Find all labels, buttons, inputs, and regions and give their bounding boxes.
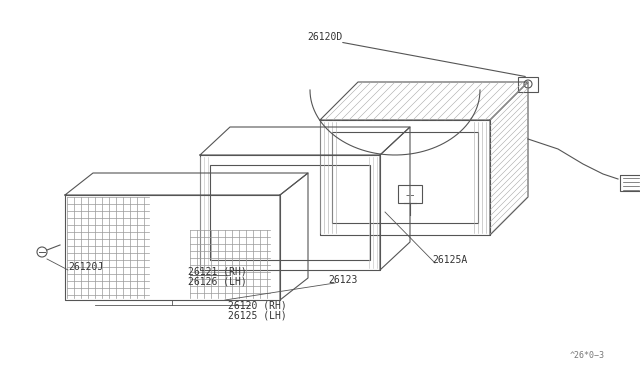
Text: 26120 (RH): 26120 (RH) bbox=[228, 300, 287, 310]
Bar bbox=[518, 77, 538, 92]
Bar bbox=[620, 175, 640, 191]
Text: 26120J: 26120J bbox=[68, 262, 103, 272]
Text: 26120D: 26120D bbox=[307, 32, 342, 42]
Text: ^26*0−3: ^26*0−3 bbox=[570, 351, 605, 360]
Text: 26123: 26123 bbox=[328, 275, 357, 285]
Text: 26121 (RH): 26121 (RH) bbox=[188, 266, 247, 276]
Text: 26125 (LH): 26125 (LH) bbox=[228, 310, 287, 320]
Bar bbox=[332, 132, 478, 223]
Bar bbox=[210, 165, 370, 260]
Bar bbox=[398, 185, 422, 203]
Text: 26125A: 26125A bbox=[432, 255, 467, 265]
Text: 26126 (LH): 26126 (LH) bbox=[188, 276, 247, 286]
